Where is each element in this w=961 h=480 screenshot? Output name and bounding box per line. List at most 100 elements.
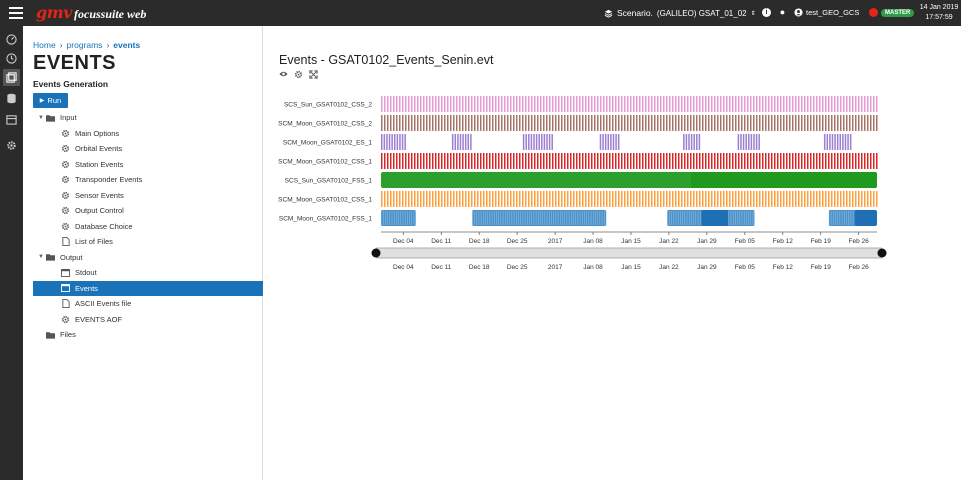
event-tick [765, 115, 767, 131]
settings-icon[interactable] [3, 137, 20, 154]
x-tick-label: Jan 08 [583, 238, 603, 245]
event-tick [630, 153, 632, 169]
event-tick [828, 153, 830, 169]
event-tick [525, 153, 527, 169]
event-tick [501, 153, 503, 169]
info-icon[interactable]: i [762, 8, 771, 17]
event-tick [510, 191, 512, 207]
event-tick [450, 96, 452, 112]
caret-icon[interactable]: ▼ [38, 254, 44, 260]
tree-item-ascii-events-file[interactable]: ASCII Events file [33, 296, 263, 311]
event-tick [381, 191, 383, 207]
event-tick [600, 153, 602, 169]
windows-icon[interactable] [3, 69, 20, 86]
tree-item-output[interactable]: ▼ Output [33, 250, 263, 265]
event-tick [720, 191, 722, 207]
event-tick [531, 153, 533, 169]
user-menu[interactable]: test_GEO_GCS [794, 8, 859, 17]
event-tick [840, 153, 842, 169]
tree-item-transponder-events[interactable]: Transponder Events [33, 172, 263, 187]
event-tick [807, 115, 809, 131]
event-tick [456, 153, 458, 169]
tree-item-sensor-events[interactable]: Sensor Events [33, 188, 263, 203]
breadcrumb-home[interactable]: Home [33, 40, 56, 50]
event-tick [555, 115, 557, 131]
event-tick [627, 153, 629, 169]
breadcrumb-programs[interactable]: programs [66, 40, 103, 50]
event-tick [867, 191, 869, 207]
bell-icon[interactable]: ● [779, 7, 786, 17]
database-icon[interactable] [3, 90, 20, 107]
event-tick [765, 191, 767, 207]
event-tick [504, 115, 506, 131]
tree-item-label: Transponder Events [75, 175, 143, 184]
tree-item-input[interactable]: ▼ Input [33, 110, 263, 125]
event-tick [636, 153, 638, 169]
event-tick [693, 134, 695, 150]
scenario-selector[interactable]: Scenario. (GALILEO) GSAT_01_02 ⇕ [604, 8, 756, 18]
gear-icon[interactable] [294, 70, 303, 79]
history-icon[interactable] [3, 50, 20, 67]
event-tick [750, 115, 752, 131]
tree-item-events[interactable]: Events [33, 280, 263, 296]
run-button[interactable]: ▶ Run [33, 93, 68, 108]
event-tick [852, 115, 854, 131]
event-tick [456, 115, 458, 131]
event-tick [552, 153, 554, 169]
x-tick-label: Jan 29 [697, 238, 717, 245]
expand-icon[interactable] [309, 70, 318, 79]
event-tick [402, 115, 404, 131]
event-tick [615, 153, 617, 169]
event-tick [801, 191, 803, 207]
calendar-icon[interactable] [3, 111, 20, 128]
tree-item-database-choice[interactable]: Database Choice [33, 219, 263, 234]
event-tick [714, 191, 716, 207]
event-tick [684, 191, 686, 207]
tree-item-station-events[interactable]: Station Events [33, 157, 263, 172]
event-tick [513, 191, 515, 207]
events-timeline-chart[interactable]: SCS_Sun_GSAT0102_CSS_2 SCM_Moon_GSAT0102_… [265, 88, 905, 278]
chart-toolbar [279, 70, 318, 79]
tree-item-main-options[interactable]: Main Options [33, 126, 263, 141]
event-tick [432, 191, 434, 207]
event-tick [846, 115, 848, 131]
dashboard-icon[interactable] [3, 31, 20, 48]
event-tick [531, 191, 533, 207]
tree-item-output-control[interactable]: Output Control [33, 203, 263, 218]
event-tick [594, 153, 596, 169]
event-tick [492, 153, 494, 169]
tree-item-label: Files [60, 330, 76, 339]
gear-icon [61, 144, 70, 153]
event-tick [609, 153, 611, 169]
tree-item-stdout[interactable]: Stdout [33, 265, 263, 280]
event-tick [822, 153, 824, 169]
event-tick [567, 153, 569, 169]
event-tick [510, 115, 512, 131]
event-tick [705, 115, 707, 131]
event-tick [495, 153, 497, 169]
menu-icon[interactable] [9, 7, 23, 19]
eye-icon[interactable] [279, 70, 288, 78]
event-tick [438, 96, 440, 112]
event-tick [388, 134, 391, 150]
event-tick [834, 153, 836, 169]
event-tick [777, 191, 779, 207]
event-tick [414, 96, 416, 112]
event-tick [837, 96, 839, 112]
tree-item-list-of-files[interactable]: List of Files [33, 234, 263, 249]
event-tick [615, 134, 617, 150]
event-tick [876, 96, 878, 112]
event-tick [525, 134, 527, 150]
brush-tick-label: Jan 15 [621, 264, 641, 271]
event-tick [486, 115, 488, 131]
tree-item-events-aof[interactable]: EVENTS AOF [33, 312, 263, 327]
event-tick [642, 115, 644, 131]
event-tick [462, 191, 464, 207]
tree-item-label: Output [60, 252, 83, 262]
event-tick [528, 96, 530, 112]
tree-item-orbital-events[interactable]: Orbital Events [33, 141, 263, 156]
caret-icon[interactable]: ▼ [38, 114, 44, 121]
date-label: 14 Jan 2019 [919, 4, 959, 11]
tree-item-files[interactable]: Files [33, 327, 263, 342]
event-tick [663, 115, 665, 131]
